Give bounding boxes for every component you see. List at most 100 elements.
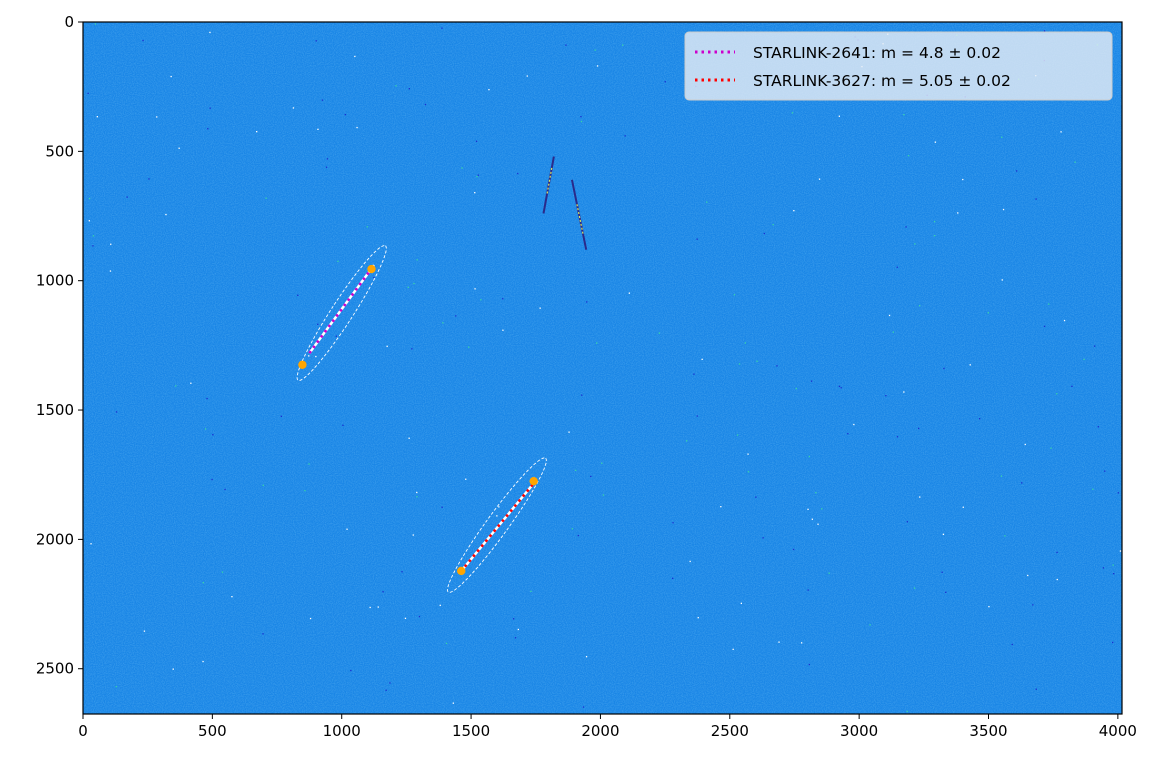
star bbox=[326, 158, 329, 160]
star bbox=[441, 506, 443, 508]
star bbox=[321, 99, 324, 101]
star bbox=[517, 172, 519, 175]
star bbox=[1104, 470, 1106, 472]
star bbox=[317, 128, 319, 130]
star bbox=[292, 107, 295, 109]
star bbox=[262, 484, 264, 486]
track-endpoint-starlink-2641-1 bbox=[367, 264, 376, 274]
star bbox=[468, 346, 470, 348]
star bbox=[945, 591, 947, 593]
star bbox=[853, 423, 855, 426]
star bbox=[526, 75, 528, 77]
star bbox=[847, 433, 849, 435]
star bbox=[207, 128, 209, 130]
star bbox=[126, 196, 128, 198]
star bbox=[88, 197, 91, 200]
star bbox=[906, 521, 908, 523]
x-tick-label: 4000 bbox=[1099, 722, 1137, 740]
y-tick-label: 1500 bbox=[36, 401, 74, 419]
star bbox=[386, 345, 388, 347]
star bbox=[1056, 578, 1058, 581]
star bbox=[265, 197, 267, 199]
star bbox=[1056, 393, 1058, 395]
star bbox=[408, 88, 410, 90]
x-tick-label: 0 bbox=[78, 722, 88, 740]
star bbox=[209, 107, 211, 109]
star bbox=[919, 496, 921, 498]
star bbox=[211, 478, 213, 481]
star bbox=[577, 534, 579, 537]
star bbox=[888, 314, 891, 317]
star bbox=[906, 710, 908, 713]
star bbox=[732, 648, 734, 650]
star bbox=[395, 85, 397, 87]
star bbox=[190, 382, 192, 384]
star bbox=[178, 147, 180, 149]
x-tick-label: 1000 bbox=[323, 722, 361, 740]
star bbox=[1093, 345, 1096, 347]
star bbox=[903, 391, 905, 393]
star bbox=[407, 286, 409, 288]
y-tick-label: 0 bbox=[64, 13, 74, 31]
star bbox=[212, 434, 214, 436]
star bbox=[658, 332, 660, 334]
star bbox=[905, 226, 907, 228]
star bbox=[439, 604, 441, 606]
star bbox=[416, 259, 418, 261]
star bbox=[315, 40, 317, 42]
star bbox=[1117, 492, 1119, 494]
star bbox=[1071, 385, 1073, 387]
star bbox=[808, 455, 810, 458]
star-field bbox=[87, 23, 1122, 713]
star bbox=[512, 618, 515, 620]
star bbox=[175, 385, 177, 387]
star bbox=[914, 243, 916, 245]
star bbox=[202, 582, 204, 584]
track-endpoint-starlink-3627-1 bbox=[529, 476, 538, 486]
star bbox=[913, 587, 916, 589]
star bbox=[280, 415, 282, 417]
star bbox=[943, 367, 945, 370]
star bbox=[90, 543, 92, 545]
star bbox=[1112, 564, 1114, 566]
star bbox=[110, 243, 112, 245]
star bbox=[342, 424, 344, 426]
star bbox=[896, 266, 898, 268]
star bbox=[885, 395, 887, 397]
sky-noise-light bbox=[83, 22, 1122, 714]
star bbox=[231, 596, 233, 598]
star bbox=[580, 116, 582, 118]
star bbox=[206, 397, 208, 400]
star bbox=[934, 141, 936, 143]
star bbox=[818, 178, 821, 180]
star bbox=[148, 178, 150, 180]
star bbox=[477, 174, 479, 176]
star bbox=[810, 380, 813, 382]
star bbox=[389, 682, 391, 684]
star bbox=[109, 270, 112, 272]
aperture-ellipse-starlink-3627 bbox=[447, 457, 547, 593]
star bbox=[202, 660, 204, 663]
star bbox=[1074, 161, 1076, 163]
star bbox=[828, 572, 830, 574]
star bbox=[907, 155, 910, 157]
star bbox=[582, 706, 585, 708]
star bbox=[530, 590, 532, 592]
star bbox=[762, 537, 764, 539]
star bbox=[1000, 475, 1003, 477]
star bbox=[369, 606, 371, 609]
star bbox=[1002, 208, 1005, 211]
star bbox=[740, 602, 742, 604]
star bbox=[401, 571, 403, 573]
star bbox=[170, 75, 172, 78]
star bbox=[1092, 488, 1094, 490]
star bbox=[441, 27, 443, 29]
star bbox=[476, 176, 478, 178]
star bbox=[1035, 688, 1037, 690]
star bbox=[416, 491, 418, 494]
star bbox=[1011, 643, 1013, 646]
star bbox=[442, 322, 444, 324]
star bbox=[838, 115, 840, 117]
star bbox=[256, 131, 258, 133]
streak-highlight-1 bbox=[576, 204, 584, 236]
